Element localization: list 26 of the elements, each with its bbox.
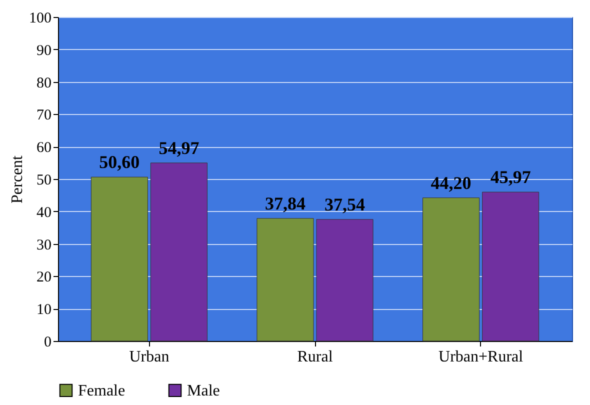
y-tick-label: 60 [36,140,52,156]
y-axis-title: Percent [9,154,26,204]
y-tick-label: 50 [36,172,52,188]
data-label: 50,60 [99,152,140,172]
legend-label: Male [187,382,220,400]
y-tick-label: 80 [36,75,52,92]
bar [256,218,314,342]
bar [90,176,148,342]
bar [150,162,208,342]
data-label: 37,54 [324,194,366,214]
y-tick-label: 30 [36,237,52,254]
y-tick-label: 70 [36,108,52,124]
bar [422,198,480,342]
y-tick-label: 0 [44,334,52,350]
y-tick-label: 20 [36,270,52,286]
y-tick-label: 10 [36,302,52,318]
legend-label: Female [78,382,126,400]
x-tick-label: Urban+Rural [438,348,524,366]
bar [482,192,540,342]
data-label: 37,84 [264,193,306,214]
x-tick-label: Urban [129,348,170,366]
y-tick-label: 100 [29,10,52,26]
y-tick-label: 40 [36,204,52,221]
x-tick-label: Rural [297,348,334,366]
y-tick-label: 90 [36,42,52,59]
bar [316,219,374,342]
